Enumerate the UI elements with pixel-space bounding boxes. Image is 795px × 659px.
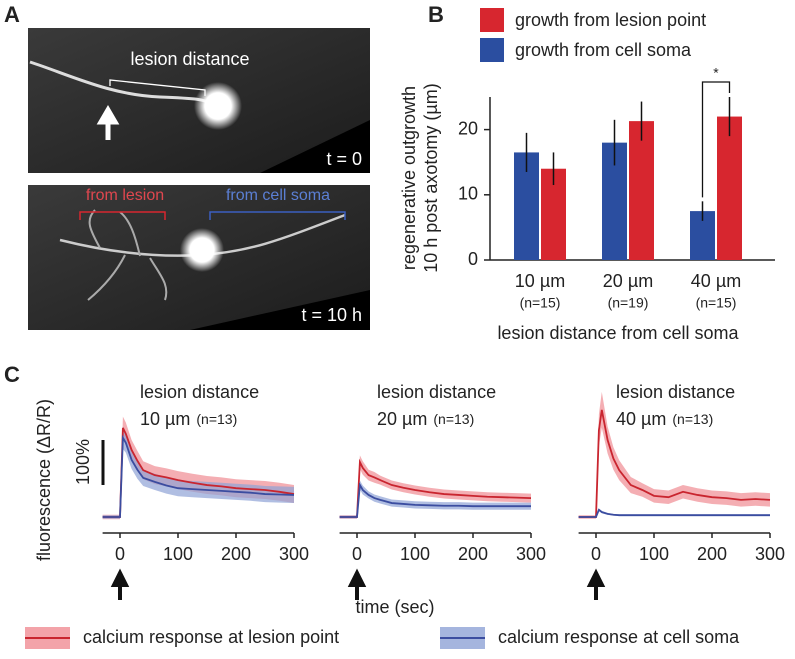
error-band [578, 391, 770, 519]
chart-subtitle: 40 µm (n=13) [616, 409, 713, 429]
subtitle-n: (n=13) [433, 411, 474, 427]
timestamp: t = 0 [326, 149, 362, 169]
x-tick-label: 300 [279, 544, 309, 564]
legend-swatch [480, 38, 504, 62]
x-axis-label: time (sec) [355, 597, 434, 617]
chart-title: lesion distance [140, 382, 259, 402]
legend-label: calcium response at cell soma [498, 627, 740, 647]
chart-title: lesion distance [377, 382, 496, 402]
chart-subtitle: 10 µm (n=13) [140, 409, 237, 429]
chart-title: lesion distance [616, 382, 735, 402]
significance-label: * [713, 65, 719, 81]
n-label: (n=15) [520, 295, 561, 311]
timestamp: t = 10 h [301, 305, 362, 325]
x-tick-label: 40 µm [691, 271, 741, 291]
x-tick-label: 100 [400, 544, 430, 564]
error-band [102, 426, 294, 519]
legend-swatch [480, 8, 504, 32]
y-tick-label: 0 [468, 249, 478, 269]
y-tick-label: 10 [458, 184, 478, 204]
chart-subtitle: 20 µm (n=13) [377, 409, 474, 429]
panel-label: A [4, 2, 20, 27]
line [339, 482, 531, 518]
subtitle-n: (n=13) [196, 411, 237, 427]
x-tick-label: 200 [458, 544, 488, 564]
image-annotation: from cell soma [226, 187, 330, 204]
micrograph: lesion distance t = 0 [28, 28, 370, 173]
image-annotation: from lesion [86, 187, 164, 204]
legend-label: growth from cell soma [515, 40, 692, 60]
x-tick-label: 0 [115, 544, 125, 564]
x-tick-label: 300 [516, 544, 546, 564]
significance-bracket [701, 81, 731, 198]
bar [717, 116, 742, 260]
x-tick-label: 100 [163, 544, 193, 564]
n-label: (n=15) [696, 295, 737, 311]
subtitle-n: (n=13) [672, 411, 713, 427]
line [578, 409, 771, 518]
line [102, 434, 295, 518]
x-tick-label: 200 [221, 544, 251, 564]
x-tick-label: 100 [639, 544, 669, 564]
bar [629, 121, 654, 261]
x-tick-label: 0 [352, 544, 362, 564]
x-tick-label: 10 µm [515, 271, 565, 291]
y-axis-label: regenerative outgrowth [399, 86, 419, 270]
legend-label: growth from lesion point [515, 10, 706, 30]
micrograph: from lesion from cell soma t = 10 h [28, 185, 370, 330]
x-axis-label: lesion distance from cell soma [497, 323, 739, 343]
stimulus-arrow [347, 568, 367, 600]
stimulus-arrow [586, 568, 606, 600]
y-tick-label: 20 [458, 118, 478, 138]
subtitle-distance: 10 µm [140, 409, 190, 429]
panel-label: B [428, 2, 444, 27]
line [578, 508, 770, 518]
subtitle-distance: 20 µm [377, 409, 427, 429]
y-axis-label: 10 h post axotomy (µm) [421, 83, 441, 272]
error-band [339, 480, 531, 519]
panel-label: C [4, 362, 20, 387]
line [102, 427, 295, 518]
image-annotation: lesion distance [130, 49, 249, 69]
y-axis-label: fluorescence (ΔR/R) [34, 399, 54, 561]
stimulus-arrow [110, 568, 130, 600]
legend-label: calcium response at lesion point [83, 627, 339, 647]
n-label: (n=19) [608, 295, 649, 311]
x-tick-label: 20 µm [603, 271, 653, 291]
x-tick-label: 0 [591, 544, 601, 564]
x-tick-label: 200 [697, 544, 727, 564]
scale-bar-label: 100% [73, 439, 93, 485]
line [339, 458, 532, 518]
subtitle-distance: 40 µm [616, 409, 666, 429]
x-tick-label: 300 [755, 544, 785, 564]
